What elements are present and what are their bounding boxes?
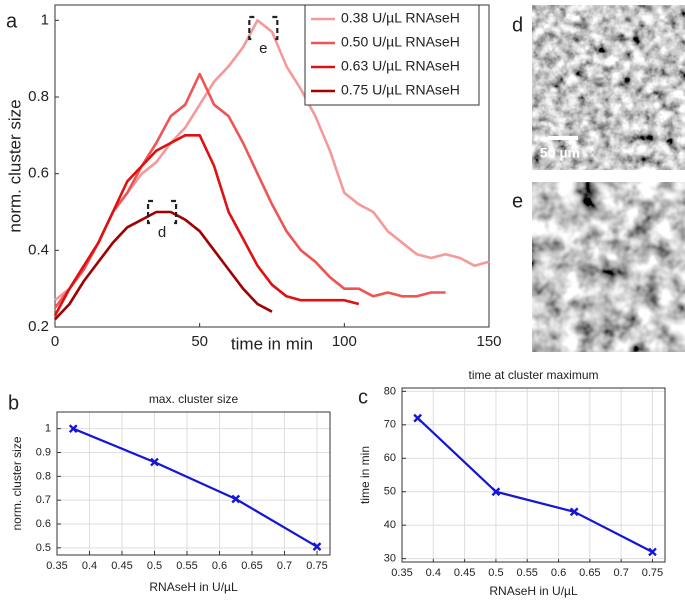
- annotation-label: e: [259, 40, 267, 57]
- y-tick-label: 1: [45, 423, 51, 435]
- series-line: [54, 210, 273, 321]
- y-tick-label: 0.6: [28, 165, 49, 182]
- x-tick-label: 150: [476, 333, 501, 350]
- legend-box: [304, 4, 480, 106]
- x-tick-label: 0.4: [426, 567, 441, 579]
- axes-box: [54, 4, 490, 328]
- y-tick-label: 0.8: [28, 88, 49, 105]
- series-line: [72, 427, 318, 548]
- x-axis-label: RNAseH in U/µL: [149, 580, 238, 594]
- x-tick-label: 0.35: [391, 567, 412, 579]
- y-tick-label: 0.6: [36, 518, 51, 530]
- y-tick-label: 40: [384, 519, 396, 531]
- annotation-box: [248, 15, 279, 41]
- chart-title: time at cluster maximum: [468, 368, 598, 382]
- y-tick-label: 80: [384, 385, 396, 397]
- marker: [648, 547, 657, 557]
- scale-bar-label: 50 µm: [540, 145, 580, 161]
- legend-label: 0.75 U/µL RNAseH: [341, 82, 460, 98]
- x-tick-label: 50: [191, 333, 208, 350]
- chart-title: max. cluster size: [149, 392, 239, 406]
- marker: [491, 487, 501, 497]
- x-tick-label: 0.5: [488, 567, 503, 579]
- legend-label: 0.63 U/µL RNAseH: [341, 58, 460, 74]
- y-tick-label: 1: [41, 11, 49, 28]
- marker: [413, 413, 423, 423]
- panel-label: e: [512, 190, 523, 212]
- x-tick-label: 0.45: [454, 567, 475, 579]
- series-line: [416, 417, 654, 553]
- y-tick-label: 0.4: [28, 241, 49, 258]
- plot-area: [57, 412, 330, 555]
- x-tick-label: 0.35: [46, 560, 67, 572]
- marker: [312, 542, 322, 552]
- micrograph-d: [532, 5, 685, 170]
- x-tick-label: 0.6: [551, 567, 566, 579]
- y-tick-label: 0.7: [36, 494, 51, 506]
- x-tick-label: 0.5: [147, 560, 162, 572]
- y-tick-label: 30: [384, 553, 396, 565]
- x-tick-label: 0.7: [614, 567, 629, 579]
- y-tick-label: 60: [384, 452, 396, 464]
- marker: [150, 457, 159, 467]
- x-tick-label: 0.65: [579, 567, 600, 579]
- plot-area: [402, 388, 665, 562]
- x-tick-label: 0.55: [517, 567, 538, 579]
- x-axis-label: time in min: [231, 334, 313, 353]
- series-line: [53, 134, 360, 317]
- panel-label: c: [358, 386, 368, 408]
- legend-label: 0.50 U/µL RNAseH: [341, 34, 460, 50]
- x-axis-label: RNAseH in U/µL: [489, 584, 578, 598]
- x-tick-label: 0.7: [277, 560, 292, 572]
- x-tick-label: 0.55: [176, 560, 197, 572]
- marker: [68, 424, 78, 434]
- annotation-box: [146, 199, 178, 225]
- x-tick-label: 100: [332, 333, 357, 350]
- marker: [569, 507, 579, 517]
- y-axis-label: time in min: [358, 446, 372, 504]
- legend-label: 0.38 U/µL RNAseH: [341, 10, 460, 26]
- panel-label: d: [512, 14, 523, 36]
- series-line: [53, 72, 446, 309]
- x-tick-label: 0.75: [642, 567, 663, 579]
- axes-box: [401, 387, 666, 563]
- panel-label: b: [8, 392, 19, 414]
- y-tick-label: 70: [384, 419, 396, 431]
- micrograph-e: [532, 182, 685, 352]
- y-tick-label: 0.9: [36, 446, 51, 458]
- marker: [231, 494, 241, 504]
- y-tick-label: 0.5: [36, 542, 51, 554]
- annotation-label: d: [158, 224, 166, 241]
- x-tick-label: 0.75: [306, 560, 327, 572]
- y-tick-label: 50: [384, 486, 396, 498]
- y-tick-label: 0.8: [36, 470, 51, 482]
- x-tick-label: 0.65: [241, 560, 262, 572]
- x-tick-label: 0.6: [212, 560, 227, 572]
- y-axis-label: norm. cluster size: [10, 436, 24, 530]
- y-tick-label: 0.2: [28, 318, 49, 335]
- x-tick-label: 0: [51, 333, 59, 350]
- y-axis-label: norm. cluster size: [5, 99, 24, 232]
- axes-box: [56, 411, 331, 556]
- x-tick-label: 0.45: [111, 560, 132, 572]
- panel-label: a: [6, 10, 18, 32]
- x-tick-label: 0.4: [82, 560, 97, 572]
